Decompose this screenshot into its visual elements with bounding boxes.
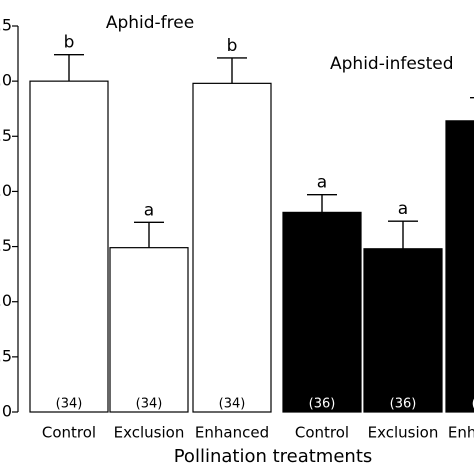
- bar: [29, 80, 109, 413]
- x-tick-label: Exclusion: [114, 424, 185, 442]
- y-tick-label: 0.5: [0, 346, 12, 365]
- annotation: Aphid-free: [106, 13, 194, 33]
- bar: [192, 82, 272, 413]
- x-tick-label: Enhanced: [195, 424, 269, 442]
- significance-letter: a: [398, 199, 408, 219]
- n-label: (34): [136, 397, 163, 412]
- y-tick-label: 3.5: [0, 16, 12, 35]
- y-tick-label: 1.0: [0, 291, 12, 310]
- x-tick-label: Control: [42, 424, 96, 442]
- x-tick-label: Exclusion: [368, 424, 439, 442]
- significance-letter: a: [144, 200, 154, 220]
- annotation: Aphid-infested: [330, 54, 454, 74]
- n-label: (36): [472, 397, 474, 412]
- bar: [445, 120, 474, 413]
- n-label: (36): [390, 397, 417, 412]
- bar: [363, 248, 443, 413]
- y-tick-label: 1.5: [0, 236, 12, 255]
- bar: [109, 247, 189, 413]
- y-tick-label: 0: [2, 402, 12, 421]
- y-tick-label: 2.0: [0, 181, 12, 200]
- bar: [282, 211, 362, 413]
- significance-letter: b: [64, 33, 75, 53]
- n-label: (36): [309, 397, 336, 412]
- x-axis-label: Pollination treatments: [174, 446, 373, 467]
- n-label: (34): [219, 397, 246, 412]
- n-label: (34): [56, 397, 83, 412]
- x-tick-label: Enhanced: [448, 424, 474, 442]
- significance-letter: b: [227, 36, 238, 56]
- x-tick-label: Control: [295, 424, 349, 442]
- significance-letter: a: [317, 173, 327, 193]
- y-tick-label: 2.5: [0, 126, 12, 145]
- y-tick-label: 3.0: [0, 71, 12, 90]
